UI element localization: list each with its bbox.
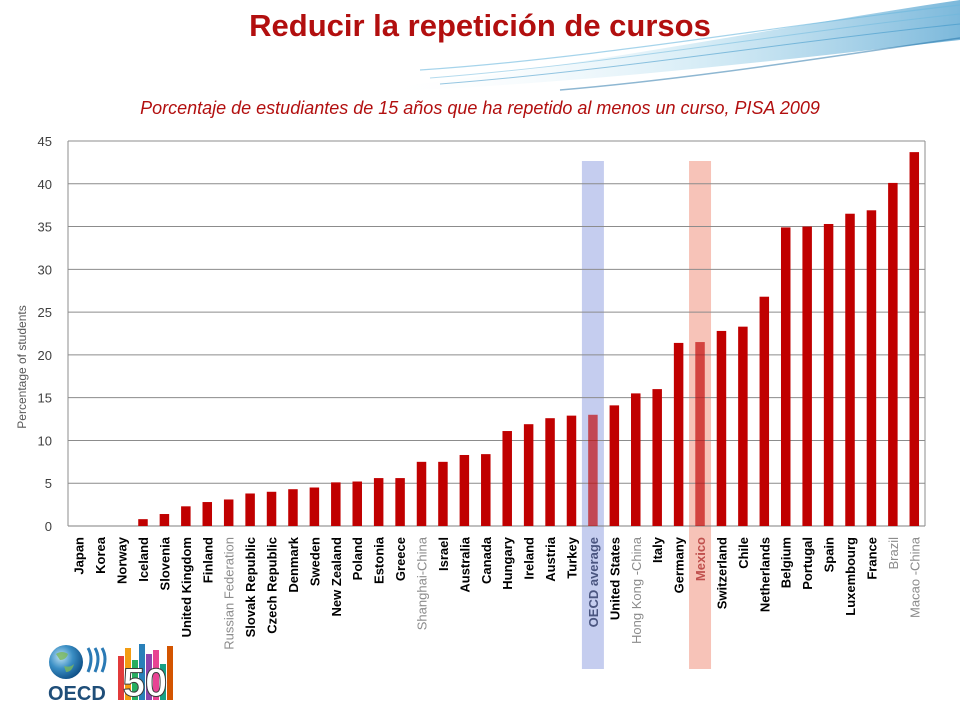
bar-slovenia [159,514,170,526]
bar-france [866,210,877,527]
x-tick-label: Korea [93,536,108,574]
bar-czech-republic [266,491,277,526]
x-tick-label: Australia [457,536,472,592]
bar-finland [202,502,213,526]
x-tick-label: Shanghai-China [415,536,430,630]
x-tick-label: Netherlands [757,537,772,612]
bar-italy [652,389,662,526]
bar-brazil [888,182,898,526]
x-tick-label: Spain [822,537,837,572]
globe-icon [49,645,83,679]
anniversary-number: 50 [123,661,168,705]
x-tick-label: Russian Federation [222,537,237,650]
bar-slovak-republic [245,493,255,526]
x-tick-label: Germany [672,536,687,593]
y-tick-label: 0 [45,519,52,534]
x-tick-label: Switzerland [714,537,729,609]
y-axis-label: Percentage of students [15,305,29,428]
x-tick-label: United States [607,537,622,620]
x-tick-label: Israel [436,537,451,571]
x-tick-label: Slovenia [157,536,172,590]
x-tick-label: Estonia [372,536,387,584]
bar-russian-federation [223,499,234,526]
bar-united-states [609,405,620,526]
bar-denmark [288,489,298,526]
x-tick-label: Denmark [286,536,301,592]
y-tick-label: 45 [38,134,52,149]
x-tick-label: Turkey [564,536,579,578]
bar-sweden [309,487,320,526]
anniversary-50-icon: 50 [118,644,173,705]
bar-belgium [780,227,791,526]
x-tick-label: Luxembourg [843,537,858,616]
x-tick-label: Austria [543,536,558,582]
y-tick-label: 40 [38,177,52,192]
x-tick-label: Ireland [522,537,537,580]
x-tick-label: Finland [200,537,215,583]
bar-israel [438,461,448,526]
y-tick-label: 10 [38,433,52,448]
header-banner-swoosh [380,0,960,92]
x-tick-label: Greece [393,537,408,581]
x-tick-label: Hong Kong -China [629,536,644,644]
bar-canada [481,454,491,526]
x-tick-label: Japan [72,537,87,575]
x-tick-label: OECD average [586,537,601,627]
y-tick-label: 20 [38,348,52,363]
x-tick-label: Iceland [136,537,151,582]
x-tick-label: Norway [115,536,130,584]
x-tick-label: Sweden [307,537,322,586]
bar-chile [738,326,748,526]
bar-spain [823,223,834,526]
oecd-wordmark: OECD [48,683,106,705]
y-tick-label: 5 [45,476,52,491]
bar-macao-china [909,152,920,526]
bar-hong-kong-china [631,393,641,526]
bar-poland [352,481,362,526]
x-tick-label: Hungary [500,536,515,590]
x-tick-label: Portugal [800,537,815,590]
slide-title: Reducir la repetición de cursos [249,8,711,43]
bar-ireland [523,424,534,526]
x-tick-label: New Zealand [329,537,344,617]
x-tick-label: Chile [736,537,751,569]
x-tick-label: Belgium [779,537,794,588]
bar-united-kingdom [181,506,191,526]
x-tick-label: Macao -China [907,536,922,618]
bar-netherlands [759,296,770,526]
bar-iceland [138,519,148,526]
x-tick-label: Italy [650,536,665,563]
bar-shanghai-china [416,461,427,526]
bar-hungary [502,431,512,526]
chart-subtitle: Porcentaje de estudiantes de 15 años que… [140,98,820,118]
bar-greece [395,478,405,526]
bar-switzerland [716,330,727,526]
x-tick-label: France [864,537,879,580]
bar-austria [545,418,555,526]
y-tick-label: 25 [38,305,52,320]
bar-australia [459,454,470,526]
bar-estonia [373,478,384,526]
x-tick-label: Poland [350,537,365,580]
y-tick-label: 35 [38,220,52,235]
x-tick-label: Slovak Republic [243,537,258,637]
bar-luxembourg [845,213,855,526]
x-tick-label: Czech Republic [265,537,280,634]
x-tick-label: Mexico [693,537,708,581]
bar-turkey [566,415,577,526]
bar-oecd-average [588,414,598,526]
bar-germany [673,342,684,526]
x-tick-label: Canada [479,536,494,584]
y-tick-label: 15 [38,391,52,406]
y-tick-label: 30 [38,262,52,277]
bar-portugal [802,226,812,527]
bar-new-zealand [331,482,341,526]
x-tick-label: Brazil [886,537,901,570]
bar-mexico [695,342,705,526]
x-tick-label: United Kingdom [179,537,194,637]
oecd-logo: OECD 50 [48,644,173,705]
